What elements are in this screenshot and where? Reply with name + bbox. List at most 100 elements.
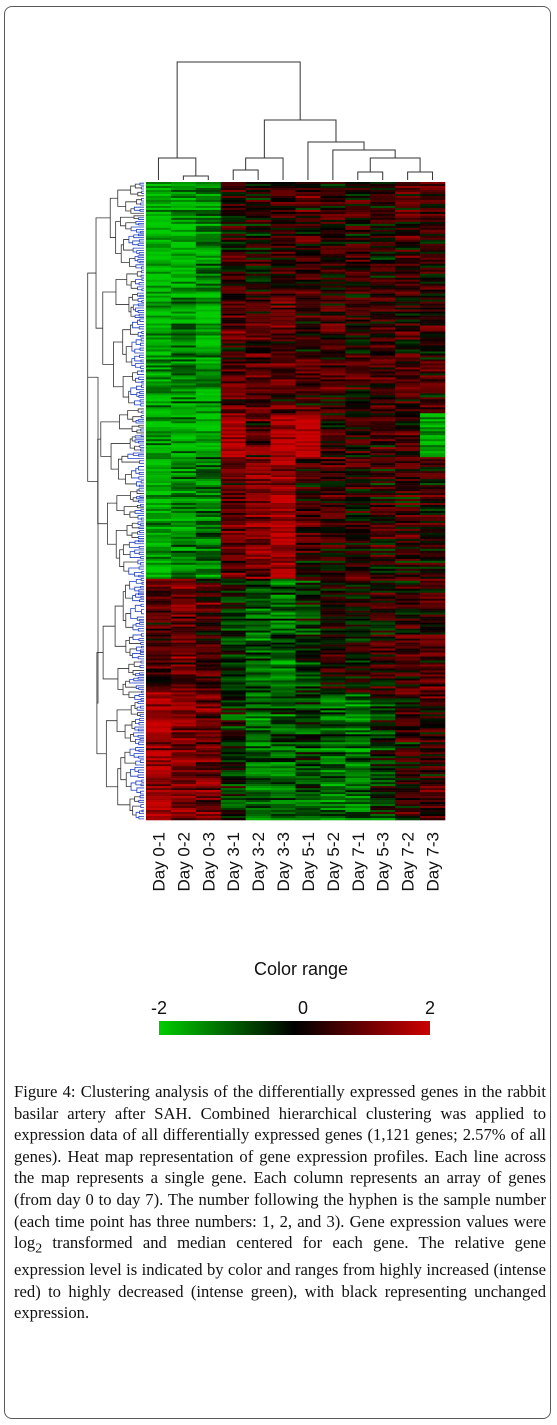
heatmap-cell [420,321,446,324]
heatmap-cell [195,405,222,408]
heatmap-cell [320,365,346,368]
heatmap-cell [320,646,346,649]
heatmap-cell [245,790,271,793]
heatmap-cell [220,698,246,701]
heatmap-cell [270,638,296,641]
heatmap-cell [295,425,321,428]
heatmap-cell [245,736,271,739]
heatmap-cell [245,698,271,701]
heatmap-cell [420,630,446,633]
dendrogram-branch [138,376,144,380]
heatmap-cell [320,792,346,795]
heatmap-cell [295,704,321,707]
heatmap-cell [270,756,296,759]
heatmap-cell [195,303,222,306]
heatmap-cell [146,381,172,384]
heatmap-cell [170,730,197,733]
heatmap-cell [195,556,222,560]
heatmap-cell [270,758,296,761]
heatmap-cell [370,576,396,580]
heatmap-cell [370,343,396,346]
heatmap-cell [295,776,321,779]
heatmap-cell [320,483,346,486]
heatmap-cell [345,201,371,205]
heatmap-cell [320,303,346,306]
dendrogram-branch [130,734,136,742]
heatmap-cell [270,485,296,488]
heatmap-cell [295,564,321,568]
heatmap-cell [295,397,321,400]
heatmap-cell [270,487,296,490]
heatmap-cell [220,323,246,326]
dendrogram-branch [137,712,144,716]
heatmap-cell [295,710,321,713]
heatmap-cell [245,566,271,570]
heatmap-cell [345,814,371,817]
heatmap-cell [270,766,296,769]
heatmap-cell [195,267,222,271]
heatmap-cell [345,752,371,755]
heatmap-cell [320,407,346,410]
heatmap-cell [146,481,172,484]
heatmap-cell [270,239,296,243]
heatmap-cell [395,554,421,558]
heatmap-cell [370,297,396,300]
heatmap-cell [270,325,296,328]
heatmap-cell [420,343,446,346]
heatmap-cell [146,367,172,370]
heatmap-cell [320,337,346,340]
heatmap-cell [320,485,346,488]
dendrogram-branch [138,454,144,457]
heatmap-cell [245,592,271,595]
heatmap-cell [320,182,346,185]
dendrogram-branch [135,811,140,819]
heatmap-cell [146,544,172,548]
heatmap-cell [420,578,446,582]
heatmap-cell [345,712,371,715]
heatmap-cell [220,666,246,669]
heatmap-cell [220,433,246,436]
heatmap-cell [220,614,246,617]
heatmap-cell [295,269,321,273]
heatmap-cell [220,271,246,275]
heatmap-cell [220,754,246,757]
heatmap-cell [420,794,446,797]
heatmap-cell [245,544,271,548]
heatmap-cell [270,481,296,484]
heatmap-cell [220,495,246,498]
heatmap-cell [195,504,222,508]
heatmap-cell [245,405,271,408]
heatmap-cell [370,532,396,536]
heatmap-cell [345,501,371,504]
heatmap-cell [195,363,222,366]
heatmap-cell [170,457,197,460]
heatmap-cell [270,459,296,462]
heatmap-cell [270,736,296,739]
heatmap-cell [395,305,421,308]
heatmap-cell [420,263,446,267]
heatmap-cell [245,283,271,286]
heatmap-cell [295,814,321,817]
heatmap-cell [370,670,396,673]
heatmap-cell [245,367,271,370]
heatmap-cell [270,580,296,584]
heatmap-cell [146,353,172,356]
heatmap-cell [395,443,421,446]
heatmap-cell [320,313,346,316]
heatmap-cell [195,792,222,795]
heatmap-cell [195,495,222,498]
heatmap-cell [395,642,421,645]
heatmap-cell [245,776,271,779]
heatmap-cell [270,425,296,428]
heatmap-cell [295,716,321,719]
column-label: Day 5-1 [299,832,318,892]
heatmap-cell [370,273,396,276]
heatmap-cell [395,626,421,629]
heatmap-cell [295,620,321,623]
dendrogram-branch [141,369,144,373]
heatmap-cell [170,403,197,406]
heatmap-cell [320,638,346,641]
heatmap-cell [195,566,222,570]
heatmap-cell [345,566,371,570]
heatmap-cell [370,802,396,805]
